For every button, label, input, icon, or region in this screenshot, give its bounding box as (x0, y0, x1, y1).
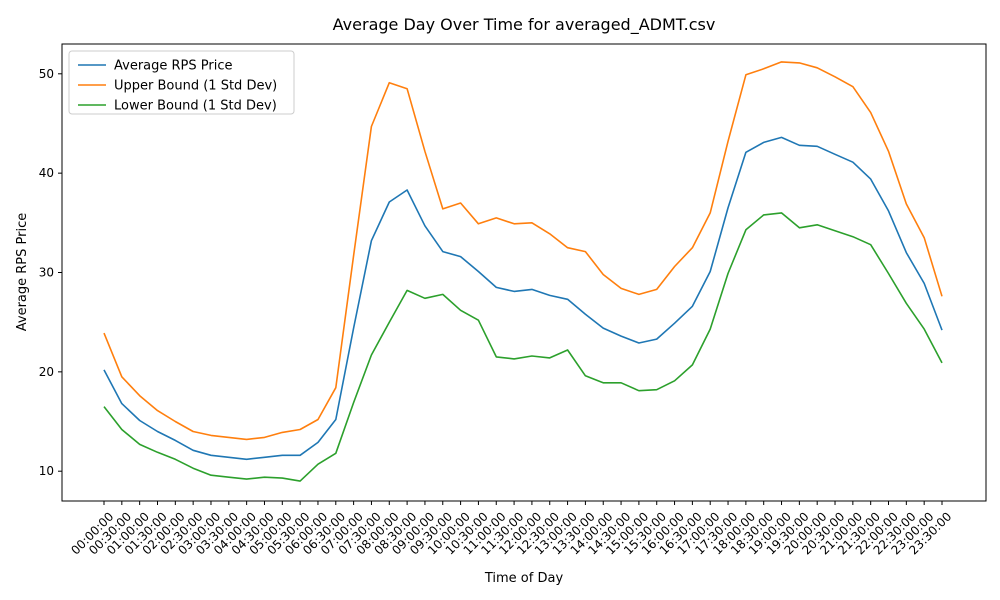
series-layer (103, 61, 943, 482)
series-line-2 (103, 212, 943, 482)
series-line-0 (103, 136, 943, 461)
y-tick-label: 30 (39, 266, 54, 280)
series-line-1 (103, 61, 943, 441)
legend-entry: Lower Bound (1 Std Dev) (114, 99, 277, 114)
y-tick-label: 10 (39, 464, 54, 478)
legend-entry: Upper Bound (1 Std Dev) (114, 79, 277, 94)
y-tick-label: 50 (39, 67, 54, 81)
y-axis-ticks: 10 20 30 40 50 (39, 67, 62, 478)
legend: Average RPS Price Upper Bound (1 Std Dev)… (68, 50, 295, 115)
legend-entry: Average RPS Price (114, 59, 233, 74)
x-axis-label: Time of Day (484, 571, 564, 586)
y-tick-label: 20 (39, 365, 54, 379)
legend-box (68, 50, 295, 115)
y-tick-label: 40 (39, 166, 54, 180)
chart-title: Average Day Over Time for averaged_ADMT.… (333, 15, 716, 35)
y-axis-label: Average RPS Price (15, 213, 30, 332)
